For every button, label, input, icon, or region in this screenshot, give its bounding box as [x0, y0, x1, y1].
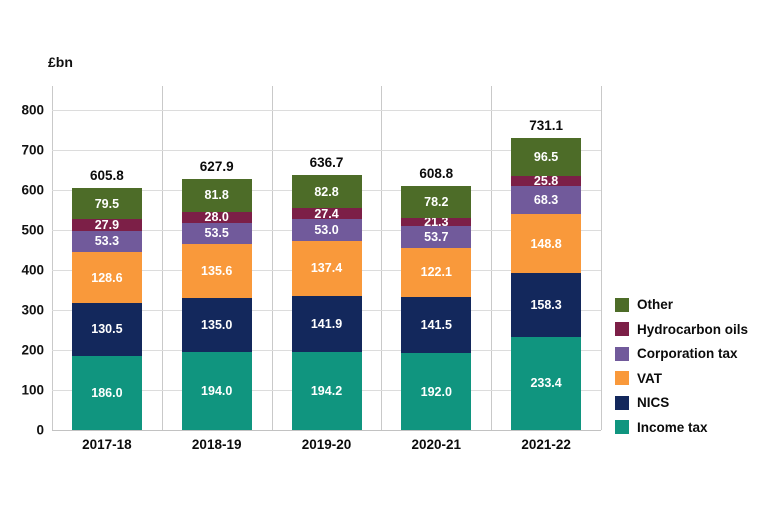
legend-label: Corporation tax — [637, 346, 738, 361]
bar-segment-vat: 135.6 — [181, 244, 252, 299]
legend-swatch-icon — [615, 297, 629, 312]
bar-segment-hydrocarbon-oils: 21.3 — [401, 215, 472, 229]
y-axis-line — [52, 86, 53, 430]
x-axis-category-label: 2018-19 — [191, 437, 242, 452]
bar-segment-other: 81.8 — [181, 178, 252, 212]
bar-total-label: 636.7 — [309, 155, 344, 171]
y-axis-unit-label: £bn — [48, 54, 73, 70]
bar-segment-nics: 130.5 — [71, 303, 142, 356]
y-axis-tick-label: 500 — [21, 222, 44, 238]
vertical-gridline — [601, 86, 602, 430]
vertical-gridline — [271, 86, 273, 430]
bar-segment-vat: 148.8 — [511, 213, 582, 274]
bar-segment-other: 82.8 — [291, 175, 362, 209]
legend-label: Hydrocarbon oils — [637, 321, 749, 337]
legend-swatch-icon — [615, 346, 629, 361]
y-axis-tick-label: 200 — [21, 342, 44, 358]
legend-label: VAT — [637, 370, 662, 386]
x-axis-category-label: 2021-22 — [521, 437, 571, 452]
legend-item-corporation-tax: Corporation tax — [615, 346, 748, 361]
bar-segment-income-tax: 186.0 — [71, 355, 142, 430]
vertical-gridline — [491, 86, 493, 430]
legend-label: Income tax — [637, 419, 708, 435]
legend-swatch-icon — [615, 322, 629, 336]
horizontal-gridline — [52, 150, 601, 151]
y-axis-tick-label: 700 — [21, 142, 44, 158]
y-axis-tick-label: 0 — [36, 422, 44, 438]
y-axis-tick-label: 800 — [21, 102, 44, 118]
bar-segment-corporation-tax: 53.3 — [71, 230, 142, 252]
bar-total-label: 605.8 — [90, 167, 124, 183]
bar-segment-nics: 141.9 — [291, 295, 362, 353]
bar-total-label: 627.9 — [199, 158, 234, 174]
vertical-gridline — [161, 86, 163, 430]
bar-segment-income-tax: 194.2 — [291, 352, 362, 430]
bar-segment-vat: 137.4 — [291, 240, 362, 296]
legend-swatch-icon — [615, 395, 629, 410]
bar-segment-hydrocarbon-oils: 27.4 — [291, 207, 362, 221]
legend-item-other: Other — [615, 297, 748, 312]
bar-segment-nics: 141.5 — [401, 296, 472, 354]
y-axis-tick-label: 100 — [21, 382, 44, 398]
bar-total-label: 608.8 — [419, 166, 454, 182]
bar-segment-vat: 128.6 — [71, 251, 142, 304]
bar-segment-hydrocarbon-oils: 25.8 — [511, 174, 582, 188]
y-axis-tick-label: 600 — [21, 182, 44, 198]
bar-segment-nics: 158.3 — [511, 273, 582, 337]
vertical-gridline — [381, 86, 383, 430]
legend-item-nics: NICS — [615, 395, 748, 410]
bar-segment-other: 96.5 — [511, 137, 582, 177]
legend-item-hydrocarbon-oils: Hydrocarbon oils — [615, 322, 748, 337]
bar-segment-vat: 122.1 — [401, 247, 472, 297]
y-axis-tick-label: 400 — [21, 262, 44, 278]
bar-segment-nics: 135.0 — [181, 298, 252, 353]
bar-segment-corporation-tax: 68.3 — [511, 186, 582, 214]
bar-segment-income-tax: 192.0 — [401, 353, 472, 430]
y-axis-tick-label: 300 — [21, 302, 44, 318]
legend-item-vat: VAT — [615, 371, 748, 386]
x-axis-category-label: 2019-20 — [301, 437, 352, 452]
chart-legend: Other Hydrocarbon oils Corporation tax VAT N… — [615, 297, 748, 435]
legend-swatch-icon — [615, 371, 629, 385]
bar-segment-hydrocarbon-oils: 28.0 — [181, 210, 252, 224]
legend-label: Other — [637, 297, 674, 312]
x-axis-category-label: 2017-18 — [82, 437, 132, 452]
horizontal-gridline — [52, 110, 601, 111]
bar-segment-income-tax: 233.4 — [511, 336, 582, 430]
x-axis-category-label: 2020-21 — [411, 437, 462, 452]
bar-segment-corporation-tax: 53.5 — [181, 222, 252, 245]
legend-item-income-tax: Income tax — [615, 420, 748, 435]
legend-label: NICS — [637, 395, 670, 410]
bar-segment-other: 78.2 — [401, 186, 472, 218]
bar-total-label: 731.1 — [529, 117, 563, 133]
bar-segment-hydrocarbon-oils: 27.9 — [71, 218, 142, 232]
bar-segment-other: 79.5 — [71, 187, 142, 220]
bar-segment-corporation-tax: 53.0 — [291, 219, 362, 241]
bar-segment-corporation-tax: 53.7 — [401, 226, 472, 248]
bar-segment-income-tax: 194.0 — [181, 352, 252, 430]
x-axis-line — [52, 430, 601, 431]
legend-swatch-icon — [615, 420, 629, 434]
